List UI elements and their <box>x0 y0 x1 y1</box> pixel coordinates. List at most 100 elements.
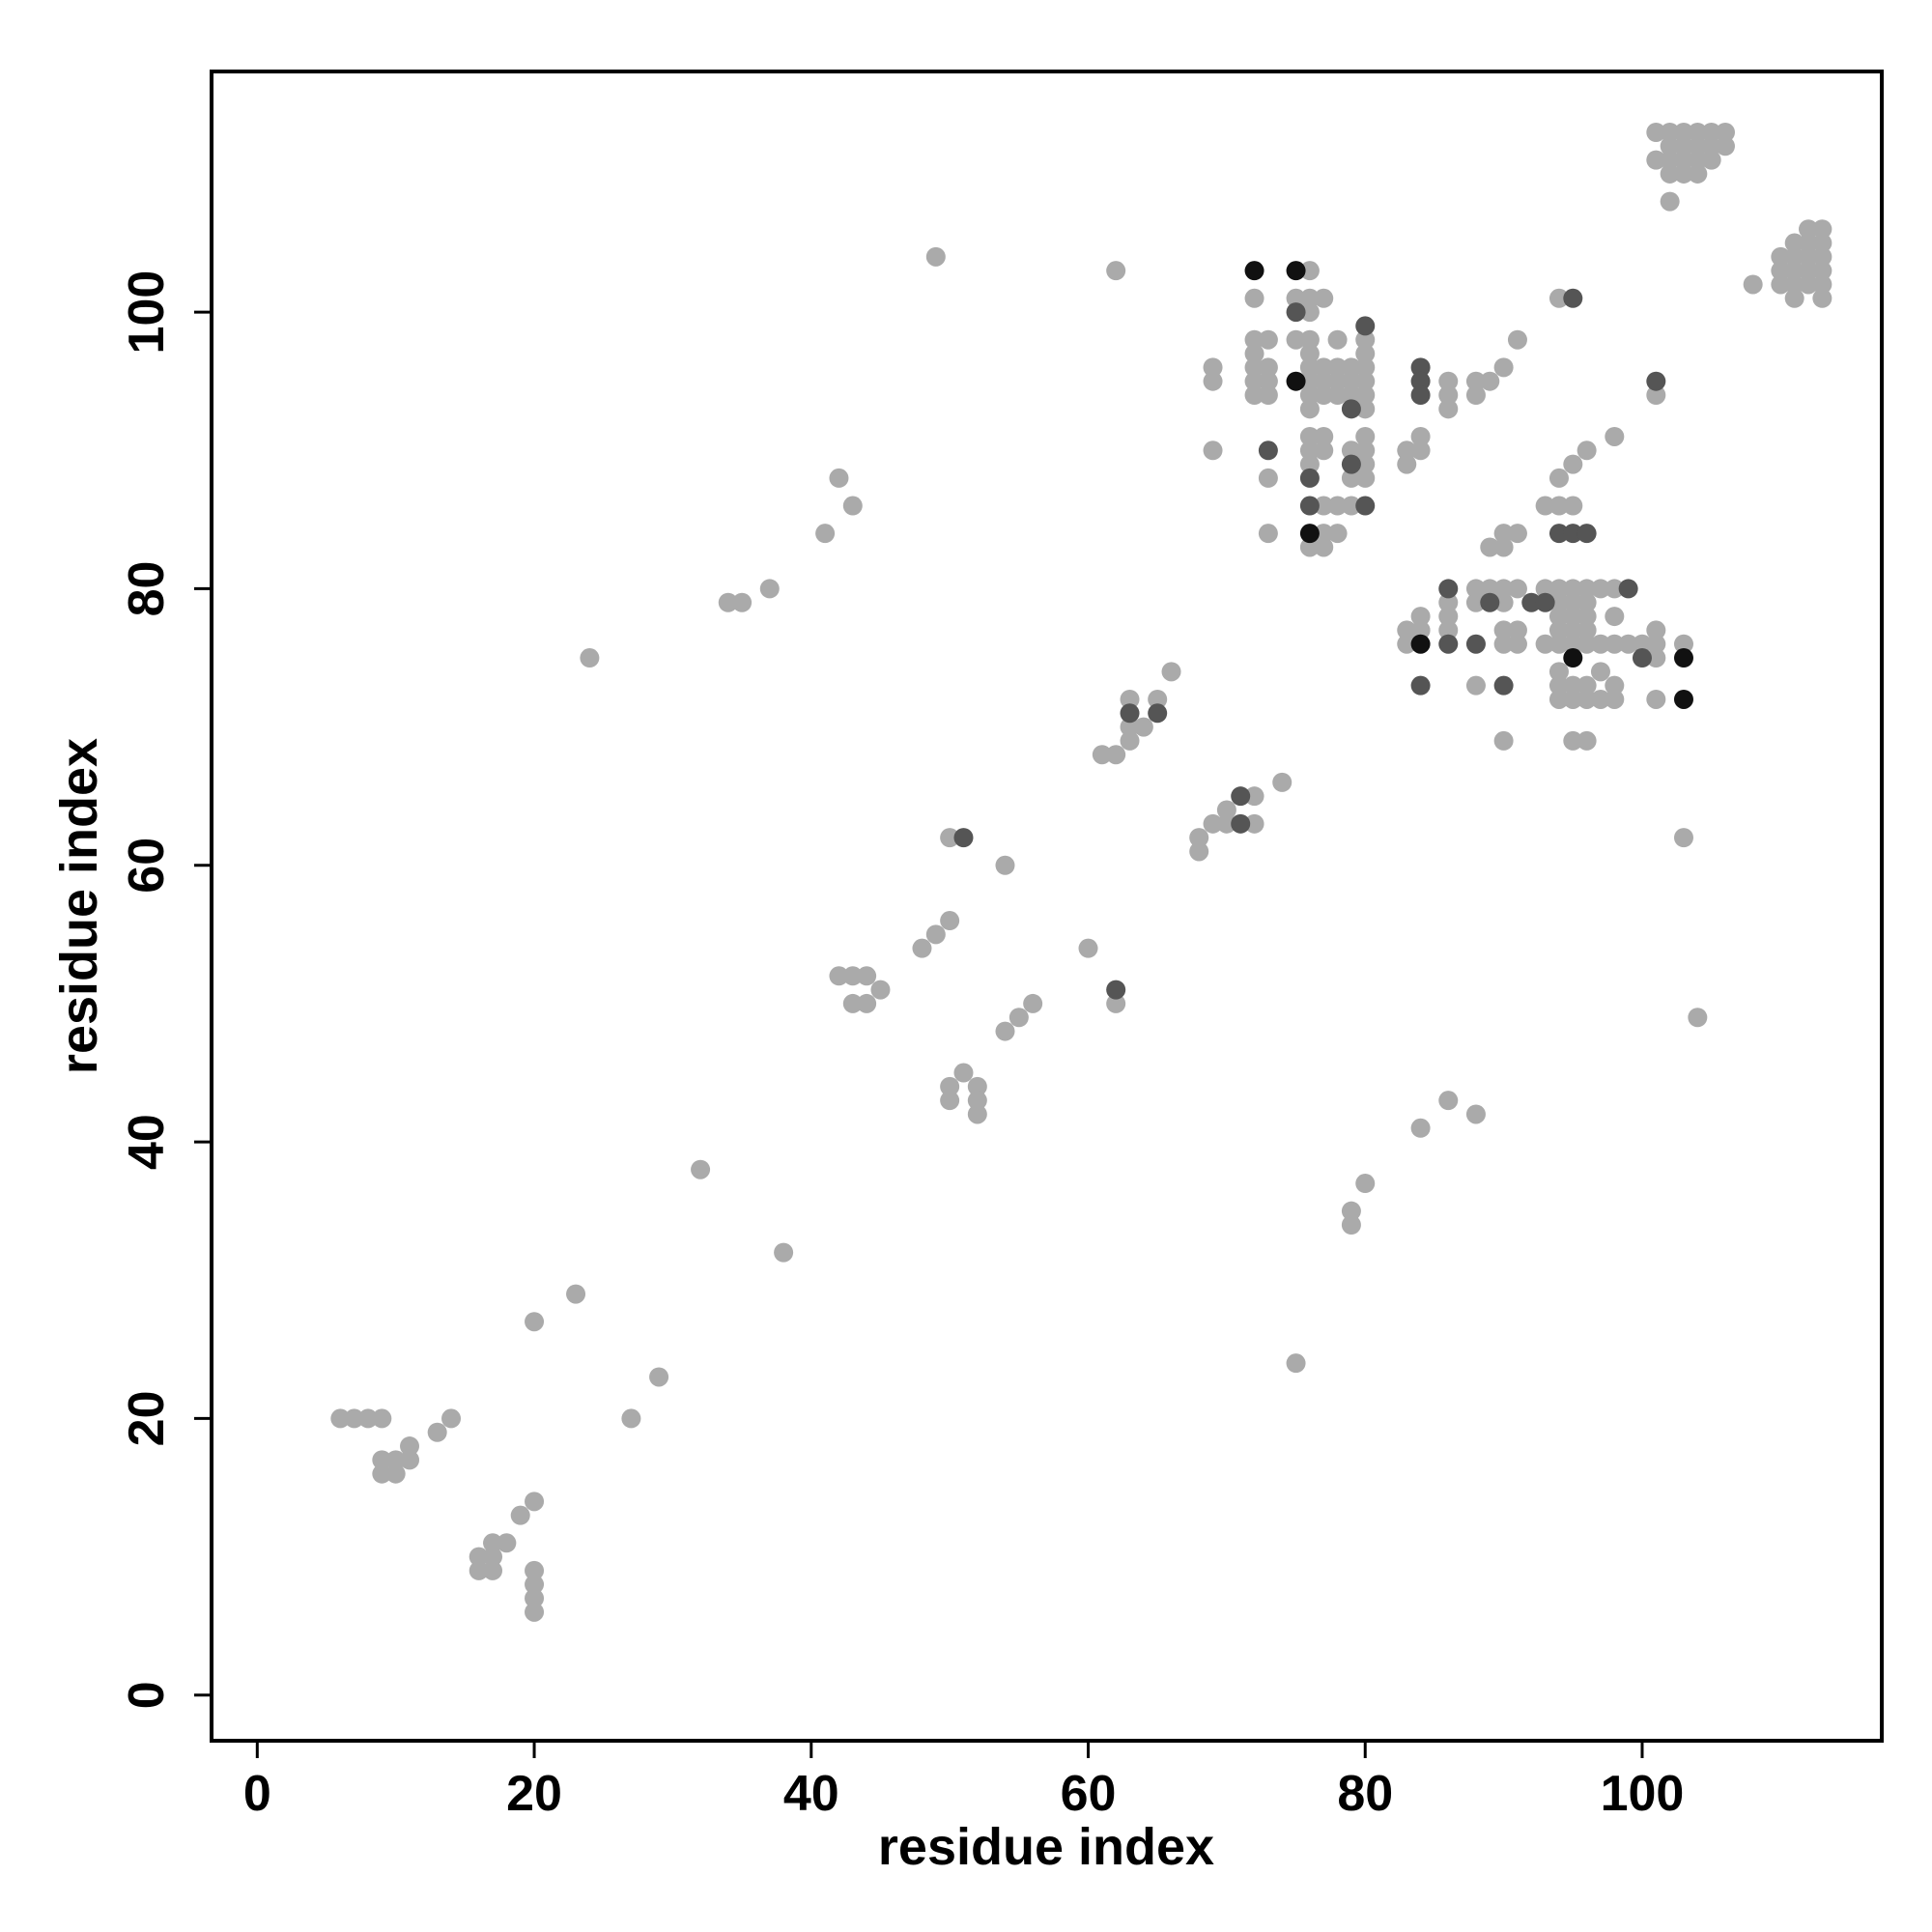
contact-point <box>1299 261 1320 281</box>
contact-point <box>1673 828 1693 848</box>
contact-point <box>1341 496 1361 516</box>
contact-point <box>1563 607 1583 627</box>
contact-point <box>525 1560 545 1580</box>
contact-point <box>1771 261 1791 281</box>
contact-point <box>1646 620 1666 640</box>
contact-point <box>1577 579 1597 599</box>
contact-point <box>967 1091 987 1111</box>
contact-point <box>1438 592 1459 612</box>
contact-point <box>1355 454 1376 474</box>
contact-point <box>1327 385 1348 406</box>
contact-point <box>1299 357 1320 378</box>
contact-point <box>1465 371 1486 391</box>
contact-point <box>1341 468 1361 488</box>
contact-point <box>1341 385 1361 406</box>
contact-point <box>1548 662 1569 682</box>
contact-point <box>1493 634 1514 654</box>
contact-point <box>1507 524 1527 544</box>
contact-point <box>1660 163 1680 184</box>
contact-point <box>1548 620 1569 640</box>
contact-point <box>1673 136 1693 156</box>
contact-point <box>1799 274 1819 295</box>
contact-point <box>925 924 946 945</box>
contact-point <box>1563 454 1583 474</box>
contact-point <box>1548 592 1569 612</box>
contact-point <box>1299 440 1320 461</box>
contact-point <box>1605 675 1625 696</box>
contact-point <box>1799 219 1819 240</box>
contact-point <box>1577 675 1597 696</box>
points-layer <box>330 122 1833 1622</box>
contact-point <box>1299 288 1320 308</box>
contact-point <box>1203 357 1223 378</box>
contact-point <box>1299 385 1320 406</box>
x-tick-label: 100 <box>1601 1766 1685 1822</box>
contact-point <box>1493 675 1514 696</box>
contact-point <box>1258 371 1278 391</box>
contact-point <box>1355 329 1376 350</box>
contact-point <box>1133 717 1153 737</box>
x-tick-label: 0 <box>243 1766 271 1822</box>
contact-point <box>1244 813 1264 834</box>
y-tick-label: 20 <box>119 1391 175 1447</box>
contact-point <box>1646 385 1666 406</box>
contact-point <box>870 980 891 1000</box>
contact-point <box>1799 246 1819 267</box>
contact-point <box>1673 689 1693 709</box>
contact-point <box>718 592 738 612</box>
contact-point <box>566 1284 586 1304</box>
contact-point <box>1244 261 1264 281</box>
contact-point <box>1605 634 1625 654</box>
contact-point <box>829 468 849 488</box>
contact-point <box>1563 730 1583 751</box>
contact-point <box>469 1560 489 1580</box>
contact-point <box>1535 496 1555 516</box>
contact-point <box>1577 634 1597 654</box>
contact-point <box>829 966 849 986</box>
contact-point <box>1590 634 1610 654</box>
contact-point <box>1355 440 1376 461</box>
contact-point <box>1563 524 1583 544</box>
contact-point <box>967 1104 987 1124</box>
contact-point <box>1465 634 1486 654</box>
contact-point <box>1286 261 1306 281</box>
contact-point <box>1507 329 1527 350</box>
contact-point <box>1438 385 1459 406</box>
y-tick-label: 60 <box>119 838 175 894</box>
contact-point <box>1784 233 1804 253</box>
contact-point <box>1161 662 1181 682</box>
contact-point <box>1563 288 1583 308</box>
contact-point <box>1577 620 1597 640</box>
contact-point <box>1660 122 1680 142</box>
contact-point <box>1272 772 1293 792</box>
contact-point <box>1120 689 1140 709</box>
contact-point <box>1258 468 1278 488</box>
contact-point <box>483 1547 503 1567</box>
contact-point <box>372 1450 392 1470</box>
contact-point <box>1299 454 1320 474</box>
contact-point <box>1341 399 1361 419</box>
contact-point <box>1314 385 1334 406</box>
contact-point <box>525 1312 545 1332</box>
contact-point <box>1673 648 1693 668</box>
contact-point <box>1521 592 1542 612</box>
contact-point <box>1189 828 1209 848</box>
contact-point <box>1548 607 1569 627</box>
contact-point <box>1799 261 1819 281</box>
contact-point <box>940 911 960 931</box>
contact-point <box>1106 261 1126 281</box>
contact-point <box>1493 537 1514 557</box>
contact-point <box>1812 274 1833 295</box>
contact-point <box>1244 329 1264 350</box>
contact-point <box>1799 233 1819 253</box>
contact-point <box>1548 689 1569 709</box>
plot-frame <box>210 70 1884 1743</box>
contact-point <box>1410 371 1431 391</box>
contact-point <box>1299 524 1320 544</box>
contact-point <box>1106 993 1126 1013</box>
contact-point <box>1618 579 1638 599</box>
contact-point <box>1701 136 1721 156</box>
contact-point <box>1355 357 1376 378</box>
contact-point <box>1493 620 1514 640</box>
